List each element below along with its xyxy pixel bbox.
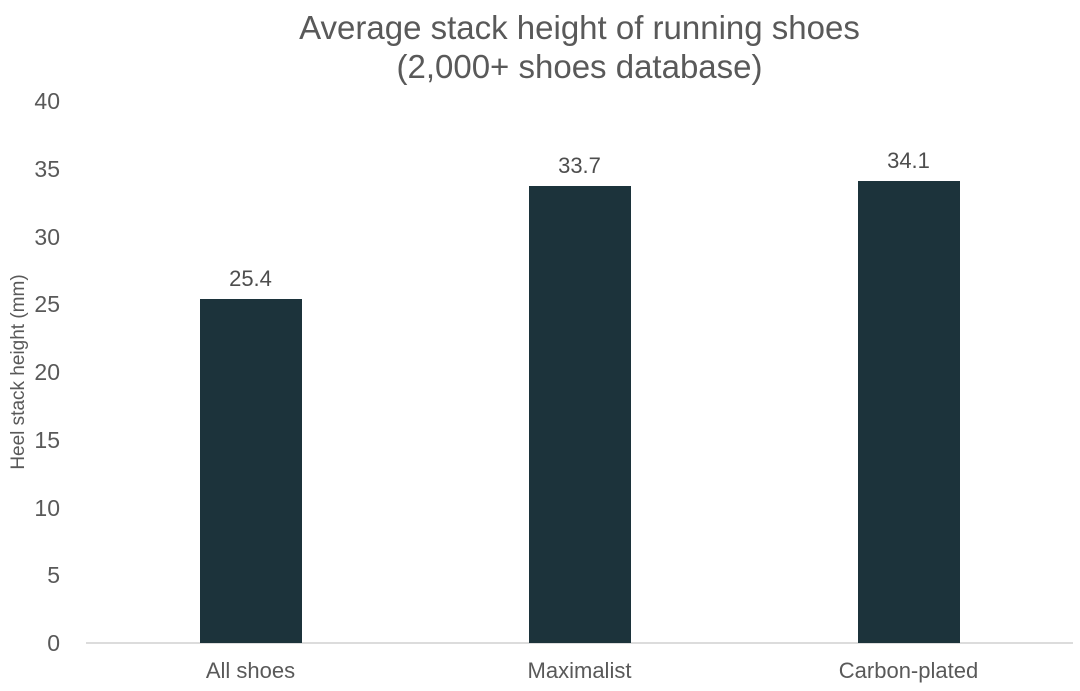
bar-value-label: 25.4 xyxy=(229,265,272,291)
y-tick-label: 25 xyxy=(34,291,60,318)
bar-value-label: 33.7 xyxy=(558,153,601,179)
chart-title: Average stack height of running shoes (2… xyxy=(86,8,1073,86)
y-tick-label: 30 xyxy=(34,223,60,250)
x-axis-labels: All shoes Maximalist Carbon-plated xyxy=(86,658,1073,691)
y-tick-label: 0 xyxy=(47,630,60,656)
y-axis-ticks: 0 5 10 15 20 25 30 35 40 xyxy=(0,0,60,691)
y-tick-label: 15 xyxy=(34,426,60,453)
y-tick-label: 20 xyxy=(34,359,60,385)
x-axis-baseline xyxy=(86,642,1073,644)
x-category-label: All shoes xyxy=(205,658,296,683)
y-tick-label: 5 xyxy=(47,562,60,589)
x-category-label: Maximalist xyxy=(527,658,632,683)
y-tick-label: 40 xyxy=(34,88,60,114)
bar xyxy=(857,180,960,643)
bar xyxy=(199,298,302,643)
plot-area: 25.4 33.7 34.1 xyxy=(86,101,1073,644)
y-tick-label: 10 xyxy=(34,494,60,521)
bar-value-label: 34.1 xyxy=(887,147,930,173)
bar xyxy=(528,186,631,643)
y-tick-label: 35 xyxy=(34,155,60,182)
chart-title-line1: Average stack height of running shoes xyxy=(299,9,860,46)
chart-title-line2: (2,000+ shoes database) xyxy=(396,48,763,85)
x-category-label: Carbon-plated xyxy=(838,658,979,683)
